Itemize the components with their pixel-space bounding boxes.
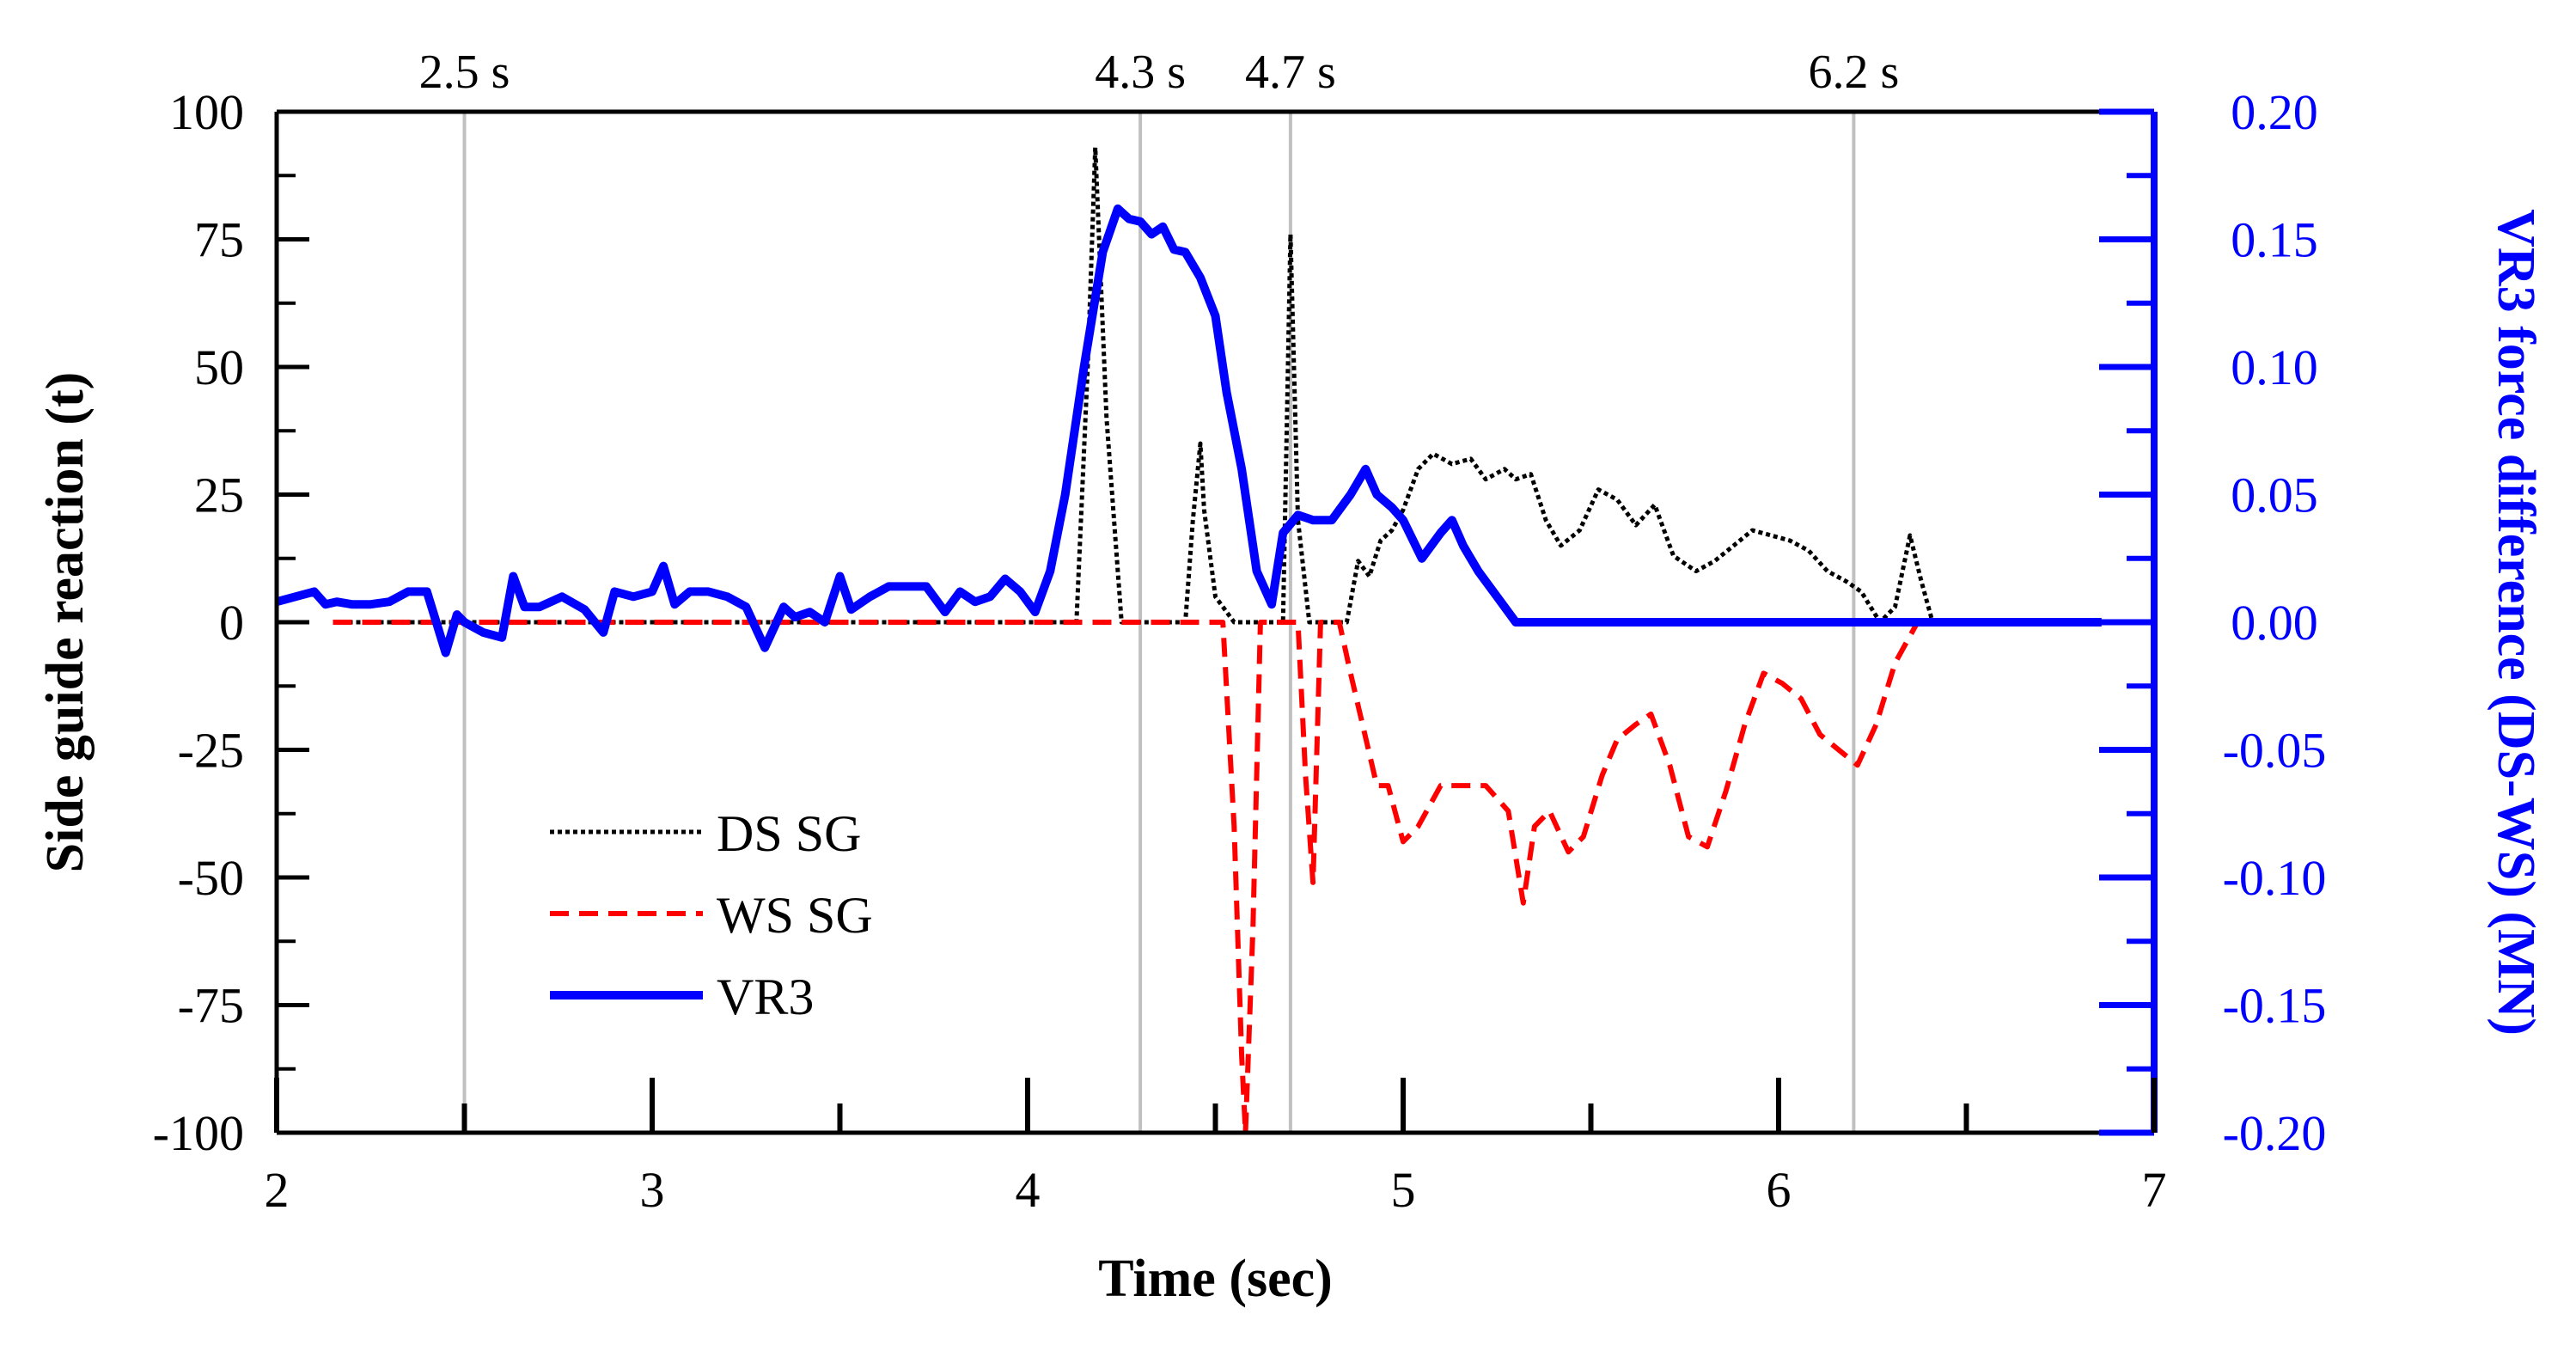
legend-label: VR3: [717, 969, 814, 1025]
legend-ds-sg: DS SG: [550, 805, 861, 862]
marker-label: 2.5 s: [419, 46, 510, 99]
marker-label: 4.7 s: [1245, 46, 1336, 99]
x-tick-label: 6: [1767, 1162, 1792, 1218]
marker-label: 6.2 s: [1809, 46, 1900, 99]
y-tick-label: 0: [219, 595, 244, 651]
x-tick-label: 7: [2142, 1162, 2167, 1218]
ws-sg-series-line: [333, 620, 1933, 1135]
y2-tick-label: 0.00: [2231, 595, 2318, 651]
y2-tick-label: -0.15: [2223, 978, 2327, 1034]
legend-label: DS SG: [717, 805, 861, 862]
y2-tick-label: -0.05: [2223, 723, 2327, 779]
y2-tick-label: -0.20: [2223, 1105, 2327, 1161]
y2-tick-label: 0.10: [2231, 339, 2318, 395]
y2-tick-label: -0.10: [2223, 850, 2327, 906]
y-tick-label: 50: [194, 339, 244, 395]
legend-label: WS SG: [717, 887, 873, 944]
y-tick-label: -75: [178, 978, 244, 1034]
y-tick-label: -100: [153, 1105, 244, 1161]
legend-vr3: VR3: [550, 969, 814, 1025]
y-tick-label: -50: [178, 850, 244, 906]
y-tick-label: -25: [178, 723, 244, 779]
y2-tick-label: 0.15: [2231, 212, 2318, 268]
y-tick-label: 25: [194, 468, 244, 523]
y-axis-title: Side guide reaction (t): [36, 372, 95, 873]
y-tick-label: 75: [194, 212, 244, 268]
y-tick-label: 100: [169, 84, 244, 140]
ds-sg-series-line: [333, 145, 1935, 625]
vr3-series-line: [275, 204, 2102, 657]
marker-label: 4.3 s: [1095, 46, 1186, 99]
x-tick-label: 2: [265, 1162, 290, 1218]
x-tick-label: 4: [1016, 1162, 1041, 1218]
x-tick-label: 3: [640, 1162, 665, 1218]
y2-tick-label: 0.05: [2231, 468, 2318, 523]
x-tick-label: 5: [1391, 1162, 1416, 1218]
legend-ws-sg: WS SG: [550, 887, 873, 944]
y2-axis-title: VR3 force difference (DS-WS) (MN): [2487, 209, 2545, 1036]
y2-tick-label: 0.20: [2231, 84, 2318, 140]
x-axis-title: Time (sec): [1098, 1250, 1333, 1308]
